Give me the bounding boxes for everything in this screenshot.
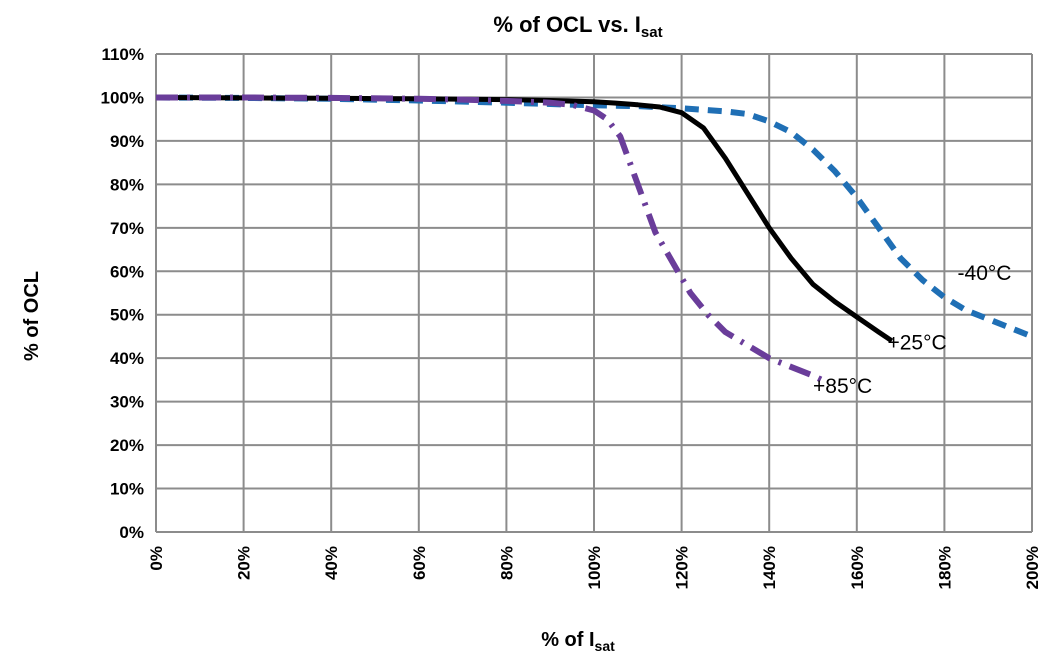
y-tick-label: 100%: [101, 88, 144, 107]
series-lines: [155, 94, 1034, 383]
y-tick-labels: 0% 10% 20% 30% 40% 50% 60% 70% 80% 90% 100% 110%: [101, 45, 144, 542]
grid: [155, 53, 1033, 533]
x-tick-label: 200%: [1023, 546, 1042, 589]
y-tick-label: 70%: [110, 219, 144, 238]
x-tick-label: 160%: [848, 546, 867, 589]
y-tick-label: 60%: [110, 262, 144, 281]
chart-title: % of OCL vs. Isat: [493, 12, 662, 41]
x-tick-label: 100%: [585, 546, 604, 589]
x-tick-label: 80%: [497, 546, 516, 580]
x-tick-label: 140%: [760, 546, 779, 589]
x-axis-label: % of Isat: [541, 629, 615, 654]
y-tick-label: 10%: [110, 480, 144, 499]
series-line-2: [156, 94, 824, 383]
series-line-0: [155, 94, 1034, 340]
y-tick-label: 20%: [110, 436, 144, 455]
series-label-1: +25°C: [887, 331, 946, 354]
series-label-2: +85°C: [813, 375, 872, 398]
x-tick-label: 60%: [410, 546, 429, 580]
y-tick-label: 50%: [110, 306, 144, 325]
y-tick-label: 110%: [101, 45, 144, 64]
x-tick-label: 20%: [235, 546, 254, 580]
y-tick-label: 0%: [119, 523, 144, 542]
x-tick-label: 0%: [147, 546, 166, 571]
x-tick-label: 40%: [322, 546, 341, 580]
y-axis-label: % of OCL: [21, 271, 43, 361]
y-tick-label: 30%: [110, 393, 144, 412]
x-tick-label: 180%: [935, 546, 954, 589]
x-tick-label: 120%: [673, 546, 692, 589]
y-tick-label: 80%: [110, 175, 144, 194]
y-tick-label: 90%: [110, 132, 144, 151]
series-line-1: [155, 95, 894, 343]
series-label-0: -40°C: [958, 262, 1012, 285]
series-labels: -40°C +25°C +85°C: [813, 262, 1011, 398]
y-tick-label: 40%: [110, 349, 144, 368]
x-tick-labels: 0% 20% 40% 60% 80% 100% 120% 140% 160% 180% 200%: [147, 546, 1042, 589]
